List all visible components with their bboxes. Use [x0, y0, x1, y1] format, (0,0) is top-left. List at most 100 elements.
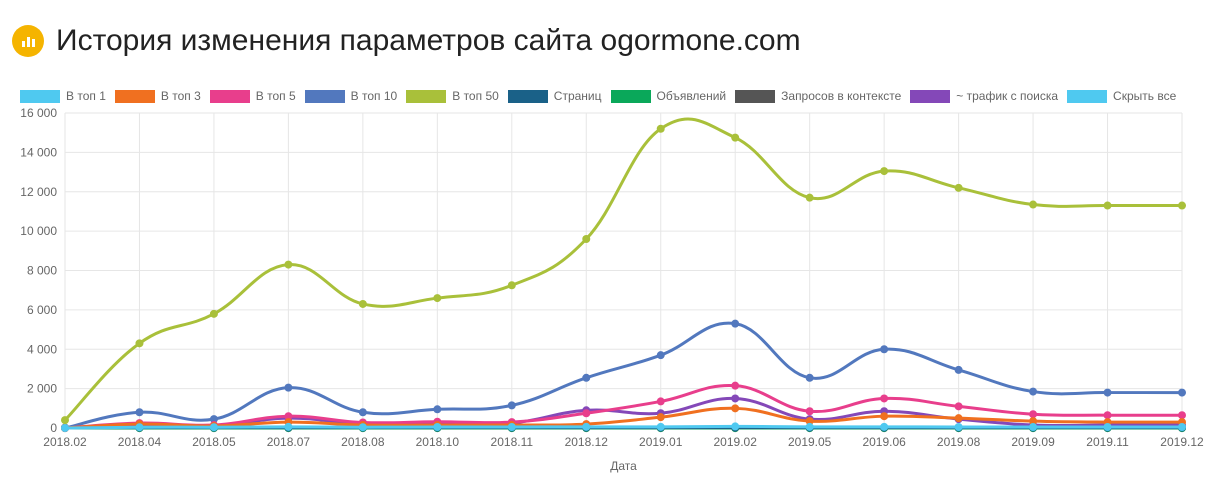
legend-item[interactable]: В топ 10: [304, 89, 398, 103]
data-point: [1029, 387, 1038, 396]
data-point: [805, 417, 814, 426]
data-point: [954, 414, 963, 423]
data-point: [880, 167, 889, 176]
data-point: [731, 394, 740, 403]
legend-item[interactable]: В топ 50: [406, 89, 499, 103]
y-tick-label: 14 000: [20, 145, 57, 159]
data-point: [656, 124, 665, 133]
legend-swatch: [910, 89, 951, 103]
x-tick-label: 2018.08: [341, 435, 385, 449]
data-point: [954, 183, 963, 192]
data-point: [1029, 200, 1038, 209]
data-point: [1103, 388, 1112, 397]
legend-swatch: [610, 89, 651, 103]
data-point: [1029, 410, 1038, 419]
x-tick-label: 2019.02: [714, 435, 758, 449]
data-point: [433, 405, 442, 414]
x-tick-label: 2018.05: [192, 435, 236, 449]
legend-label: В топ 50: [452, 89, 499, 103]
data-point: [135, 423, 144, 432]
data-point: [731, 381, 740, 390]
legend-swatch: [1067, 89, 1108, 103]
legend-label: В топ 10: [350, 89, 398, 103]
legend-swatch: [304, 89, 345, 103]
legend-swatch: [114, 89, 155, 103]
data-point: [284, 383, 293, 392]
data-point: [358, 423, 367, 432]
y-tick-label: 4 000: [27, 342, 57, 356]
legend-label: ~ трафик с поиска: [956, 89, 1059, 103]
x-axis-label: Дата: [610, 459, 637, 473]
data-point: [61, 416, 69, 425]
data-point: [805, 422, 814, 431]
data-point: [954, 365, 963, 374]
x-tick-label: 2019.12: [1160, 435, 1204, 449]
legend-item[interactable]: Объявлений: [610, 89, 727, 103]
legend-label: Объявлений: [656, 89, 727, 103]
data-point: [209, 309, 218, 318]
data-point: [805, 193, 814, 202]
data-point: [880, 345, 889, 354]
legend-label: В топ 1: [66, 89, 106, 103]
y-tick-label: 0: [50, 421, 57, 435]
x-tick-label: 2018.07: [267, 435, 311, 449]
legend-item[interactable]: В топ 3: [114, 89, 201, 103]
legend-swatch: [735, 89, 776, 103]
data-point: [805, 407, 814, 416]
legend-item[interactable]: В топ 5: [209, 89, 296, 103]
x-tick-label: 2019.06: [862, 435, 906, 449]
hide-all-button[interactable]: Скрыть все: [1067, 89, 1176, 103]
x-tick-label: 2018.02: [43, 435, 87, 449]
page-header: История изменения параметров сайта ogorm…: [12, 24, 801, 58]
series-line: [64, 424, 1182, 430]
data-point: [1029, 423, 1038, 432]
data-point: [507, 423, 516, 432]
y-tick-label: 6 000: [27, 303, 57, 317]
data-point: [1178, 388, 1186, 397]
data-point: [731, 319, 740, 328]
data-point: [1029, 417, 1038, 426]
data-point: [731, 133, 740, 142]
legend-item[interactable]: ~ трафик с поиска: [910, 89, 1058, 103]
chart-legend: В топ 1 В топ 3 В топ 5 В топ 10 В топ 50 Стр…: [20, 89, 1185, 103]
y-tick-label: 8 000: [27, 264, 57, 278]
y-tick-label: 2 000: [27, 382, 57, 396]
x-tick-label: 2018.10: [416, 435, 460, 449]
data-point: [731, 404, 740, 413]
legend-swatch: [20, 89, 60, 103]
legend-item[interactable]: Страниц: [507, 89, 602, 103]
legend-label: В топ 5: [255, 89, 296, 103]
x-tick-label: 2018.04: [118, 435, 162, 449]
chart-icon: [12, 25, 44, 57]
legend-item[interactable]: В топ 1: [20, 89, 106, 103]
y-tick-label: 10 000: [20, 224, 57, 238]
x-tick-label: 2018.11: [491, 435, 534, 449]
data-point: [954, 402, 963, 411]
data-point: [656, 351, 665, 360]
data-point: [284, 260, 293, 269]
x-tick-label: 2019.05: [788, 435, 832, 449]
series-line: [63, 117, 1183, 422]
legend-label: Страниц: [553, 89, 602, 103]
data-point: [358, 408, 367, 417]
y-tick-label: 12 000: [20, 185, 57, 199]
data-point: [284, 412, 293, 421]
data-point: [731, 422, 740, 431]
legend-item[interactable]: Запросов в контексте: [735, 89, 901, 103]
series-line: [64, 406, 1183, 430]
legend-swatch: [209, 89, 250, 103]
data-point: [582, 373, 591, 382]
data-point: [656, 413, 665, 422]
data-point: [284, 422, 293, 431]
x-tick-label: 2019.11: [1086, 435, 1129, 449]
data-point: [1103, 201, 1112, 210]
page-title: История изменения параметров сайта ogorm…: [56, 24, 801, 57]
data-point: [656, 422, 665, 431]
data-point: [433, 294, 442, 303]
data-point: [433, 423, 442, 432]
data-point: [135, 339, 144, 348]
data-point: [1103, 423, 1112, 432]
data-point: [880, 412, 889, 421]
x-tick-label: 2019.09: [1011, 435, 1055, 449]
